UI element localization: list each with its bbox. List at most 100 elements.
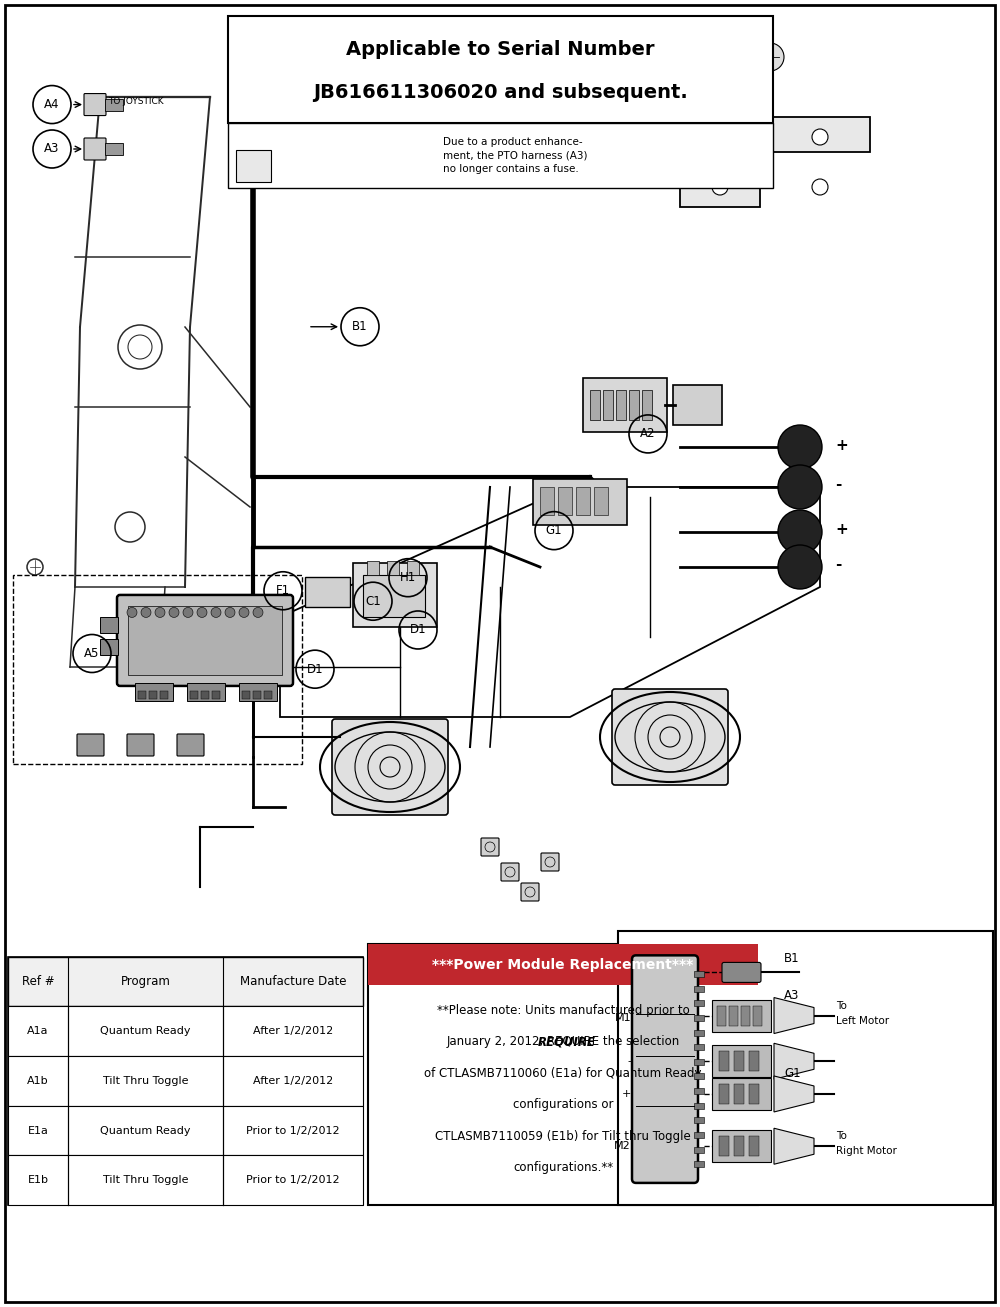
Bar (734, 1136, 744, 1157)
Bar (618, 931, 993, 1205)
Bar (734, 1084, 744, 1104)
Circle shape (403, 604, 413, 613)
Bar (253, 691, 261, 699)
Text: Left Motor: Left Motor (836, 1016, 889, 1026)
Bar (694, 1146, 704, 1153)
Bar (694, 971, 704, 976)
Text: JB616611306020 and subsequent.: JB616611306020 and subsequent. (313, 84, 688, 102)
Bar (228, 123, 773, 188)
Bar (734, 1051, 744, 1072)
Bar (367, 561, 379, 575)
Bar (236, 150, 271, 182)
Bar (540, 488, 554, 515)
Bar (407, 561, 419, 575)
Text: Quantum Ready: Quantum Ready (100, 1125, 191, 1136)
Text: After 1/2/2012: After 1/2/2012 (253, 1026, 333, 1036)
Circle shape (721, 41, 749, 69)
Bar (749, 1084, 759, 1104)
FancyBboxPatch shape (177, 735, 204, 755)
Text: Quantum Ready: Quantum Ready (100, 1026, 191, 1036)
Circle shape (721, 78, 749, 106)
Bar (694, 1059, 704, 1065)
Bar (694, 1073, 704, 1080)
Text: G1: G1 (546, 524, 562, 537)
Text: M1: M1 (614, 1013, 631, 1023)
Bar (201, 691, 209, 699)
Bar (160, 691, 168, 699)
Circle shape (686, 84, 714, 111)
Bar (100, 639, 118, 655)
Text: Manufacture Date: Manufacture Date (240, 975, 346, 988)
FancyBboxPatch shape (84, 139, 106, 159)
Bar (242, 691, 250, 699)
Text: A3: A3 (784, 989, 799, 1002)
Text: E1b: E1b (28, 1175, 48, 1185)
Text: A1b: A1b (27, 1076, 49, 1086)
FancyBboxPatch shape (521, 884, 539, 901)
Bar (239, 684, 277, 701)
FancyBboxPatch shape (541, 853, 559, 870)
Circle shape (812, 129, 828, 145)
FancyBboxPatch shape (632, 955, 698, 1183)
Bar (8, 1106, 363, 1155)
Text: A1a: A1a (27, 1026, 49, 1036)
Text: +: + (622, 1089, 631, 1099)
Text: **Please note: Units manufactured prior to: **Please note: Units manufactured prior … (437, 1004, 689, 1017)
Bar (694, 985, 704, 992)
Text: G1: G1 (784, 1068, 801, 1081)
Bar (753, 1005, 762, 1026)
Bar (105, 142, 123, 156)
Text: of CTLASMB7110060 (E1a) for Quantum Ready: of CTLASMB7110060 (E1a) for Quantum Read… (424, 1067, 702, 1080)
FancyBboxPatch shape (722, 962, 761, 983)
Text: -: - (835, 477, 841, 493)
Text: +: + (835, 523, 848, 537)
FancyBboxPatch shape (77, 735, 104, 755)
Bar (694, 1044, 704, 1050)
Text: C1: C1 (365, 595, 381, 608)
Text: TO JOYSTICK: TO JOYSTICK (108, 98, 164, 106)
Polygon shape (774, 997, 814, 1034)
Bar (749, 1051, 759, 1072)
FancyBboxPatch shape (117, 595, 293, 686)
Bar (187, 684, 225, 701)
Circle shape (225, 608, 235, 617)
Text: Prior to 1/2/2012: Prior to 1/2/2012 (246, 1175, 340, 1185)
Text: Ref #: Ref # (22, 975, 54, 988)
Text: B1: B1 (784, 951, 800, 965)
FancyBboxPatch shape (481, 838, 499, 856)
Bar (717, 1005, 726, 1026)
FancyBboxPatch shape (583, 378, 667, 433)
Circle shape (686, 43, 714, 71)
Bar (749, 1136, 759, 1157)
Bar (694, 1162, 704, 1167)
Bar (694, 1089, 704, 1094)
Text: January 2, 2012, REQUIRE the selection: January 2, 2012, REQUIRE the selection (446, 1035, 680, 1048)
Text: F1: F1 (276, 584, 290, 597)
Bar (603, 391, 613, 420)
Text: M2: M2 (614, 1141, 631, 1151)
Bar (264, 691, 272, 699)
Text: January 2, 2012, REQUIRE the selection: January 2, 2012, REQUIRE the selection (446, 1035, 680, 1048)
Circle shape (756, 43, 784, 71)
Bar (190, 691, 198, 699)
FancyBboxPatch shape (712, 1046, 771, 1077)
Bar (729, 1005, 738, 1026)
Bar (694, 1103, 704, 1108)
Text: Program: Program (121, 975, 170, 988)
Bar (100, 617, 118, 634)
Text: Right Motor: Right Motor (836, 1146, 897, 1157)
Text: ***Power Module Replacement***: ***Power Module Replacement*** (432, 958, 694, 971)
Bar (629, 391, 639, 420)
Circle shape (812, 179, 828, 195)
Circle shape (183, 608, 193, 617)
Circle shape (778, 545, 822, 589)
FancyBboxPatch shape (332, 719, 448, 816)
Bar (694, 1016, 704, 1021)
Bar (212, 691, 220, 699)
Bar (576, 488, 590, 515)
Bar (8, 1155, 363, 1205)
Text: -: - (627, 1056, 631, 1067)
Text: A5: A5 (84, 647, 100, 660)
Text: To: To (836, 1132, 847, 1141)
Bar (149, 691, 157, 699)
